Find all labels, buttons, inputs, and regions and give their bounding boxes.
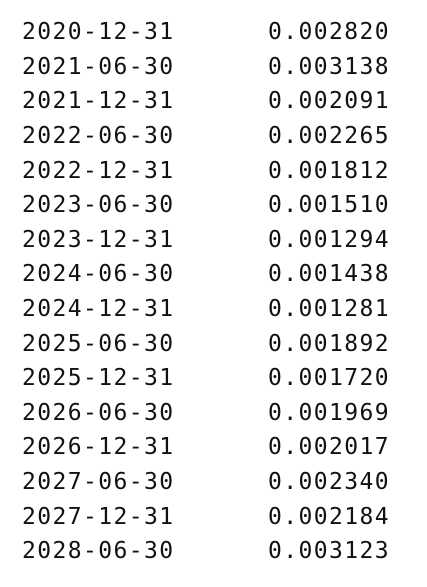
series-row: 2025-06-30 0.001892: [22, 326, 418, 361]
date-cell: 2024-06-30: [22, 261, 175, 288]
series-row: 2025-12-31 0.001720: [22, 361, 418, 396]
value-cell: 0.002340: [268, 469, 390, 496]
date-cell: 2021-06-30: [22, 53, 175, 80]
date-cell: 2026-12-31: [22, 434, 175, 461]
series-row: 2026-12-31 0.002017: [22, 430, 418, 465]
series-row: 2028-06-30 0.003123: [22, 534, 418, 569]
value-cell: 0.002265: [268, 123, 390, 150]
date-cell: 2023-06-30: [22, 192, 175, 219]
value-cell: 0.002091: [268, 88, 390, 115]
date-cell: 2028-06-30: [22, 538, 175, 565]
date-cell: 2024-12-31: [22, 296, 175, 323]
value-cell: 0.001720: [268, 365, 390, 392]
date-cell: 2027-12-31: [22, 503, 175, 530]
value-cell: 0.003138: [268, 53, 390, 80]
date-cell: 2022-06-30: [22, 123, 175, 150]
series-row: 2021-06-30 0.003138: [22, 50, 418, 85]
series-row: 2022-06-30 0.002265: [22, 119, 418, 154]
series-row: 2021-12-31 0.002091: [22, 84, 418, 119]
date-cell: 2021-12-31: [22, 88, 175, 115]
series-row: 2022-12-31 0.001812: [22, 153, 418, 188]
date-cell: 2022-12-31: [22, 157, 175, 184]
series-row: 2027-06-30 0.002340: [22, 465, 418, 500]
series-row: 2024-06-30 0.001438: [22, 257, 418, 292]
value-cell: 0.002017: [268, 434, 390, 461]
value-cell: 0.001438: [268, 261, 390, 288]
value-cell: 0.001892: [268, 330, 390, 357]
value-cell: 0.001812: [268, 157, 390, 184]
date-cell: 2020-12-31: [22, 19, 175, 46]
series-listing: 2020-12-31 0.002820 2021-06-30 0.003138 20…: [22, 15, 418, 569]
date-cell: 2025-12-31: [22, 365, 175, 392]
date-cell: 2026-06-30: [22, 399, 175, 426]
value-cell: 0.001510: [268, 192, 390, 219]
value-cell: 0.001294: [268, 226, 390, 253]
value-cell: 0.002820: [268, 19, 390, 46]
value-cell: 0.001969: [268, 399, 390, 426]
value-cell: 0.002184: [268, 503, 390, 530]
date-cell: 2025-06-30: [22, 330, 175, 357]
date-cell: 2023-12-31: [22, 226, 175, 253]
series-row: 2026-06-30 0.001969: [22, 396, 418, 431]
date-cell: 2027-06-30: [22, 469, 175, 496]
series-row: 2027-12-31 0.002184: [22, 499, 418, 534]
value-cell: 0.003123: [268, 538, 390, 565]
series-row: 2020-12-31 0.002820: [22, 15, 418, 50]
value-cell: 0.001281: [268, 296, 390, 323]
series-row: 2023-12-31 0.001294: [22, 223, 418, 258]
series-row: 2024-12-31 0.001281: [22, 292, 418, 327]
series-row: 2023-06-30 0.001510: [22, 188, 418, 223]
